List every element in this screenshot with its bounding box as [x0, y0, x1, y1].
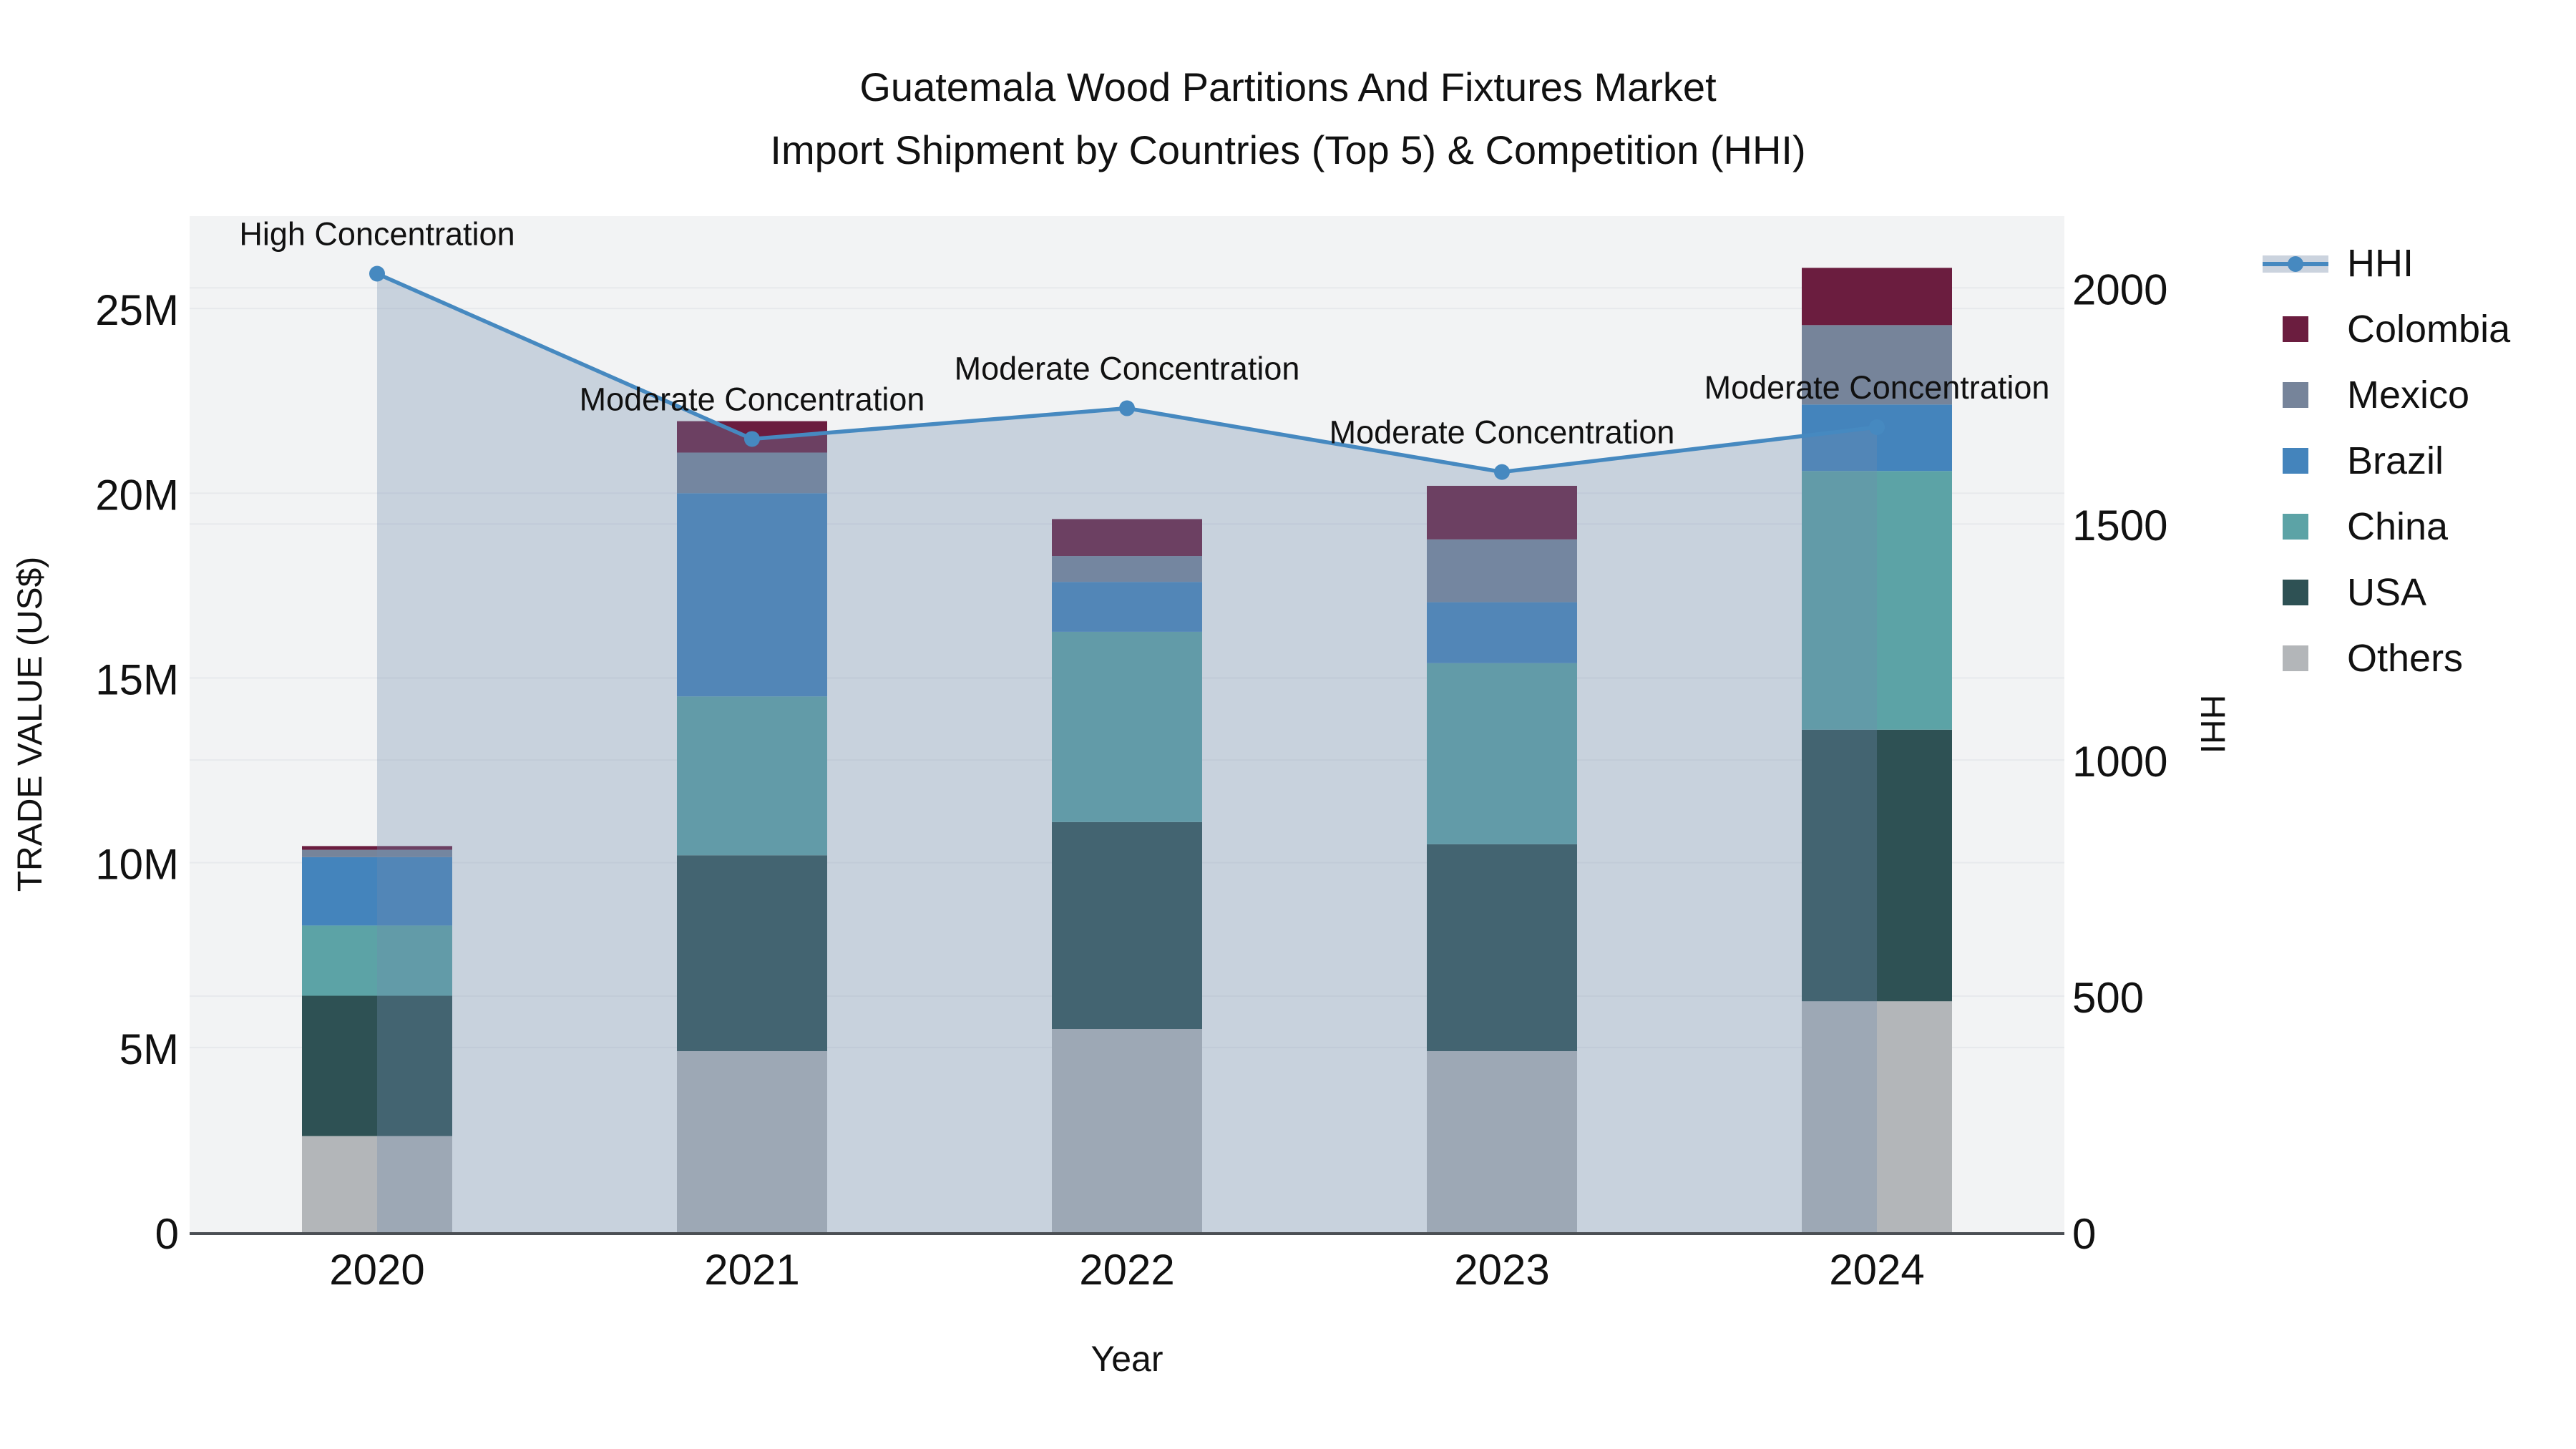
- annotation-2024: Moderate Concentration: [1704, 369, 2050, 406]
- bar-others-2022[interactable]: [1052, 1029, 1202, 1232]
- bar-china-2022[interactable]: [1052, 631, 1202, 822]
- bar-others-2024[interactable]: [1802, 1001, 1952, 1232]
- hhi-point-2020[interactable]: [369, 265, 385, 282]
- legend-color-swatch: [2283, 382, 2308, 408]
- y-left-tick-label: 15M: [95, 655, 179, 703]
- bar-brazil-2020[interactable]: [302, 857, 452, 926]
- x-tick-label: 2024: [1829, 1246, 1924, 1294]
- bar-usa-2020[interactable]: [302, 995, 452, 1136]
- legend-item-china[interactable]: China: [2263, 494, 2570, 560]
- legend-line-symbol: [2263, 230, 2328, 296]
- bar-others-2020[interactable]: [302, 1136, 452, 1232]
- bar-colombia-2023[interactable]: [1427, 485, 1577, 540]
- y-left-tick-label: 20M: [95, 471, 179, 519]
- bars-group: [302, 268, 1952, 1232]
- legend-label: Colombia: [2347, 308, 2511, 351]
- hhi-point-2024[interactable]: [1869, 419, 1885, 435]
- bar-mexico-2023[interactable]: [1427, 539, 1577, 602]
- y-left-tick-label: 10M: [95, 841, 179, 889]
- legend-item-hhi[interactable]: HHI: [2263, 230, 2570, 296]
- legend-square-symbol: [2263, 494, 2328, 560]
- hhi-area: [377, 273, 1877, 1233]
- legend: HHI Colombia Mexico Brazil China USA Others: [2263, 230, 2570, 691]
- bar-colombia-2024[interactable]: [1802, 268, 1952, 326]
- y-right-tick-label: 1500: [2072, 502, 2167, 550]
- bar-others-2021[interactable]: [677, 1050, 827, 1232]
- y-left-tick-label: 0: [155, 1210, 179, 1258]
- x-tick-label: 2022: [1079, 1246, 1174, 1294]
- legend-item-others[interactable]: Others: [2263, 625, 2570, 691]
- annotation-2021: Moderate Concentration: [580, 381, 925, 417]
- y-right-tick-label: 500: [2072, 974, 2144, 1022]
- annotation-2022: Moderate Concentration: [955, 351, 1300, 387]
- legend-item-brazil[interactable]: Brazil: [2263, 428, 2570, 494]
- annotation-2020: High Concentration: [239, 216, 514, 253]
- bar-usa-2021[interactable]: [677, 855, 827, 1051]
- y-right-tick-label: 0: [2072, 1210, 2096, 1258]
- x-tick-label: 2023: [1454, 1246, 1549, 1294]
- legend-item-colombia[interactable]: Colombia: [2263, 296, 2570, 362]
- chart-title-line2: Import Shipment by Countries (Top 5) & C…: [770, 127, 1806, 172]
- legend-square-symbol: [2263, 625, 2328, 691]
- bar-mexico-2024[interactable]: [1802, 325, 1952, 405]
- legend-item-mexico[interactable]: Mexico: [2263, 362, 2570, 428]
- y-left-tick-label: 5M: [119, 1025, 179, 1073]
- bar-colombia-2022[interactable]: [1052, 519, 1202, 557]
- hhi-point-2022[interactable]: [1119, 400, 1135, 416]
- legend-label: Mexico: [2347, 374, 2470, 416]
- bar-others-2023[interactable]: [1427, 1050, 1577, 1232]
- hhi-point-2023[interactable]: [1494, 464, 1510, 480]
- bar-china-2023[interactable]: [1427, 663, 1577, 844]
- bar-china-2024[interactable]: [1802, 471, 1952, 730]
- bar-usa-2022[interactable]: [1052, 821, 1202, 1029]
- legend-label: HHI: [2347, 242, 2414, 285]
- legend-square-symbol: [2263, 428, 2328, 494]
- bar-brazil-2024[interactable]: [1802, 404, 1952, 472]
- legend-color-swatch: [2283, 448, 2308, 474]
- x-axis-title: Year: [1091, 1339, 1163, 1379]
- legend-square-symbol: [2263, 560, 2328, 625]
- legend-square-symbol: [2263, 362, 2328, 428]
- bar-brazil-2022[interactable]: [1052, 582, 1202, 632]
- y-right-tick-label: 1000: [2072, 738, 2167, 786]
- x-tick-label: 2021: [704, 1246, 799, 1294]
- chart-title: Guatemala Wood Partitions And Fixtures M…: [0, 56, 2576, 182]
- bar-brazil-2023[interactable]: [1427, 602, 1577, 663]
- bar-china-2021[interactable]: [677, 696, 827, 856]
- y-right-tick-label: 2000: [2072, 265, 2167, 313]
- legend-label: China: [2347, 505, 2449, 548]
- bar-usa-2024[interactable]: [1802, 729, 1952, 1002]
- x-tick-label: 2020: [329, 1246, 424, 1294]
- bar-mexico-2022[interactable]: [1052, 556, 1202, 582]
- legend-color-swatch: [2283, 514, 2308, 540]
- bar-china-2020[interactable]: [302, 925, 452, 996]
- annotation-2023: Moderate Concentration: [1330, 414, 1675, 451]
- bar-mexico-2021[interactable]: [677, 452, 827, 494]
- legend-square-symbol: [2263, 296, 2328, 362]
- legend-label: Others: [2347, 637, 2464, 680]
- y-left-tick-label: 25M: [95, 286, 179, 334]
- y-right-axis-title: HHI: [2193, 695, 2231, 754]
- legend-color-swatch: [2283, 580, 2308, 605]
- bar-mexico-2020[interactable]: [302, 849, 452, 857]
- legend-item-usa[interactable]: USA: [2263, 560, 2570, 625]
- hhi-point-2021[interactable]: [744, 431, 760, 447]
- legend-color-swatch: [2283, 645, 2308, 671]
- legend-label: USA: [2347, 571, 2427, 614]
- bar-usa-2023[interactable]: [1427, 844, 1577, 1051]
- hhi-marker-swatch: [2288, 256, 2303, 272]
- bar-colombia-2020[interactable]: [302, 846, 452, 850]
- chart-title-line1: Guatemala Wood Partitions And Fixtures M…: [859, 64, 1717, 109]
- bar-brazil-2021[interactable]: [677, 493, 827, 697]
- y-left-axis-title: TRADE VALUE (US$): [11, 557, 49, 892]
- legend-color-swatch: [2283, 316, 2308, 342]
- legend-label: Brazil: [2347, 439, 2444, 482]
